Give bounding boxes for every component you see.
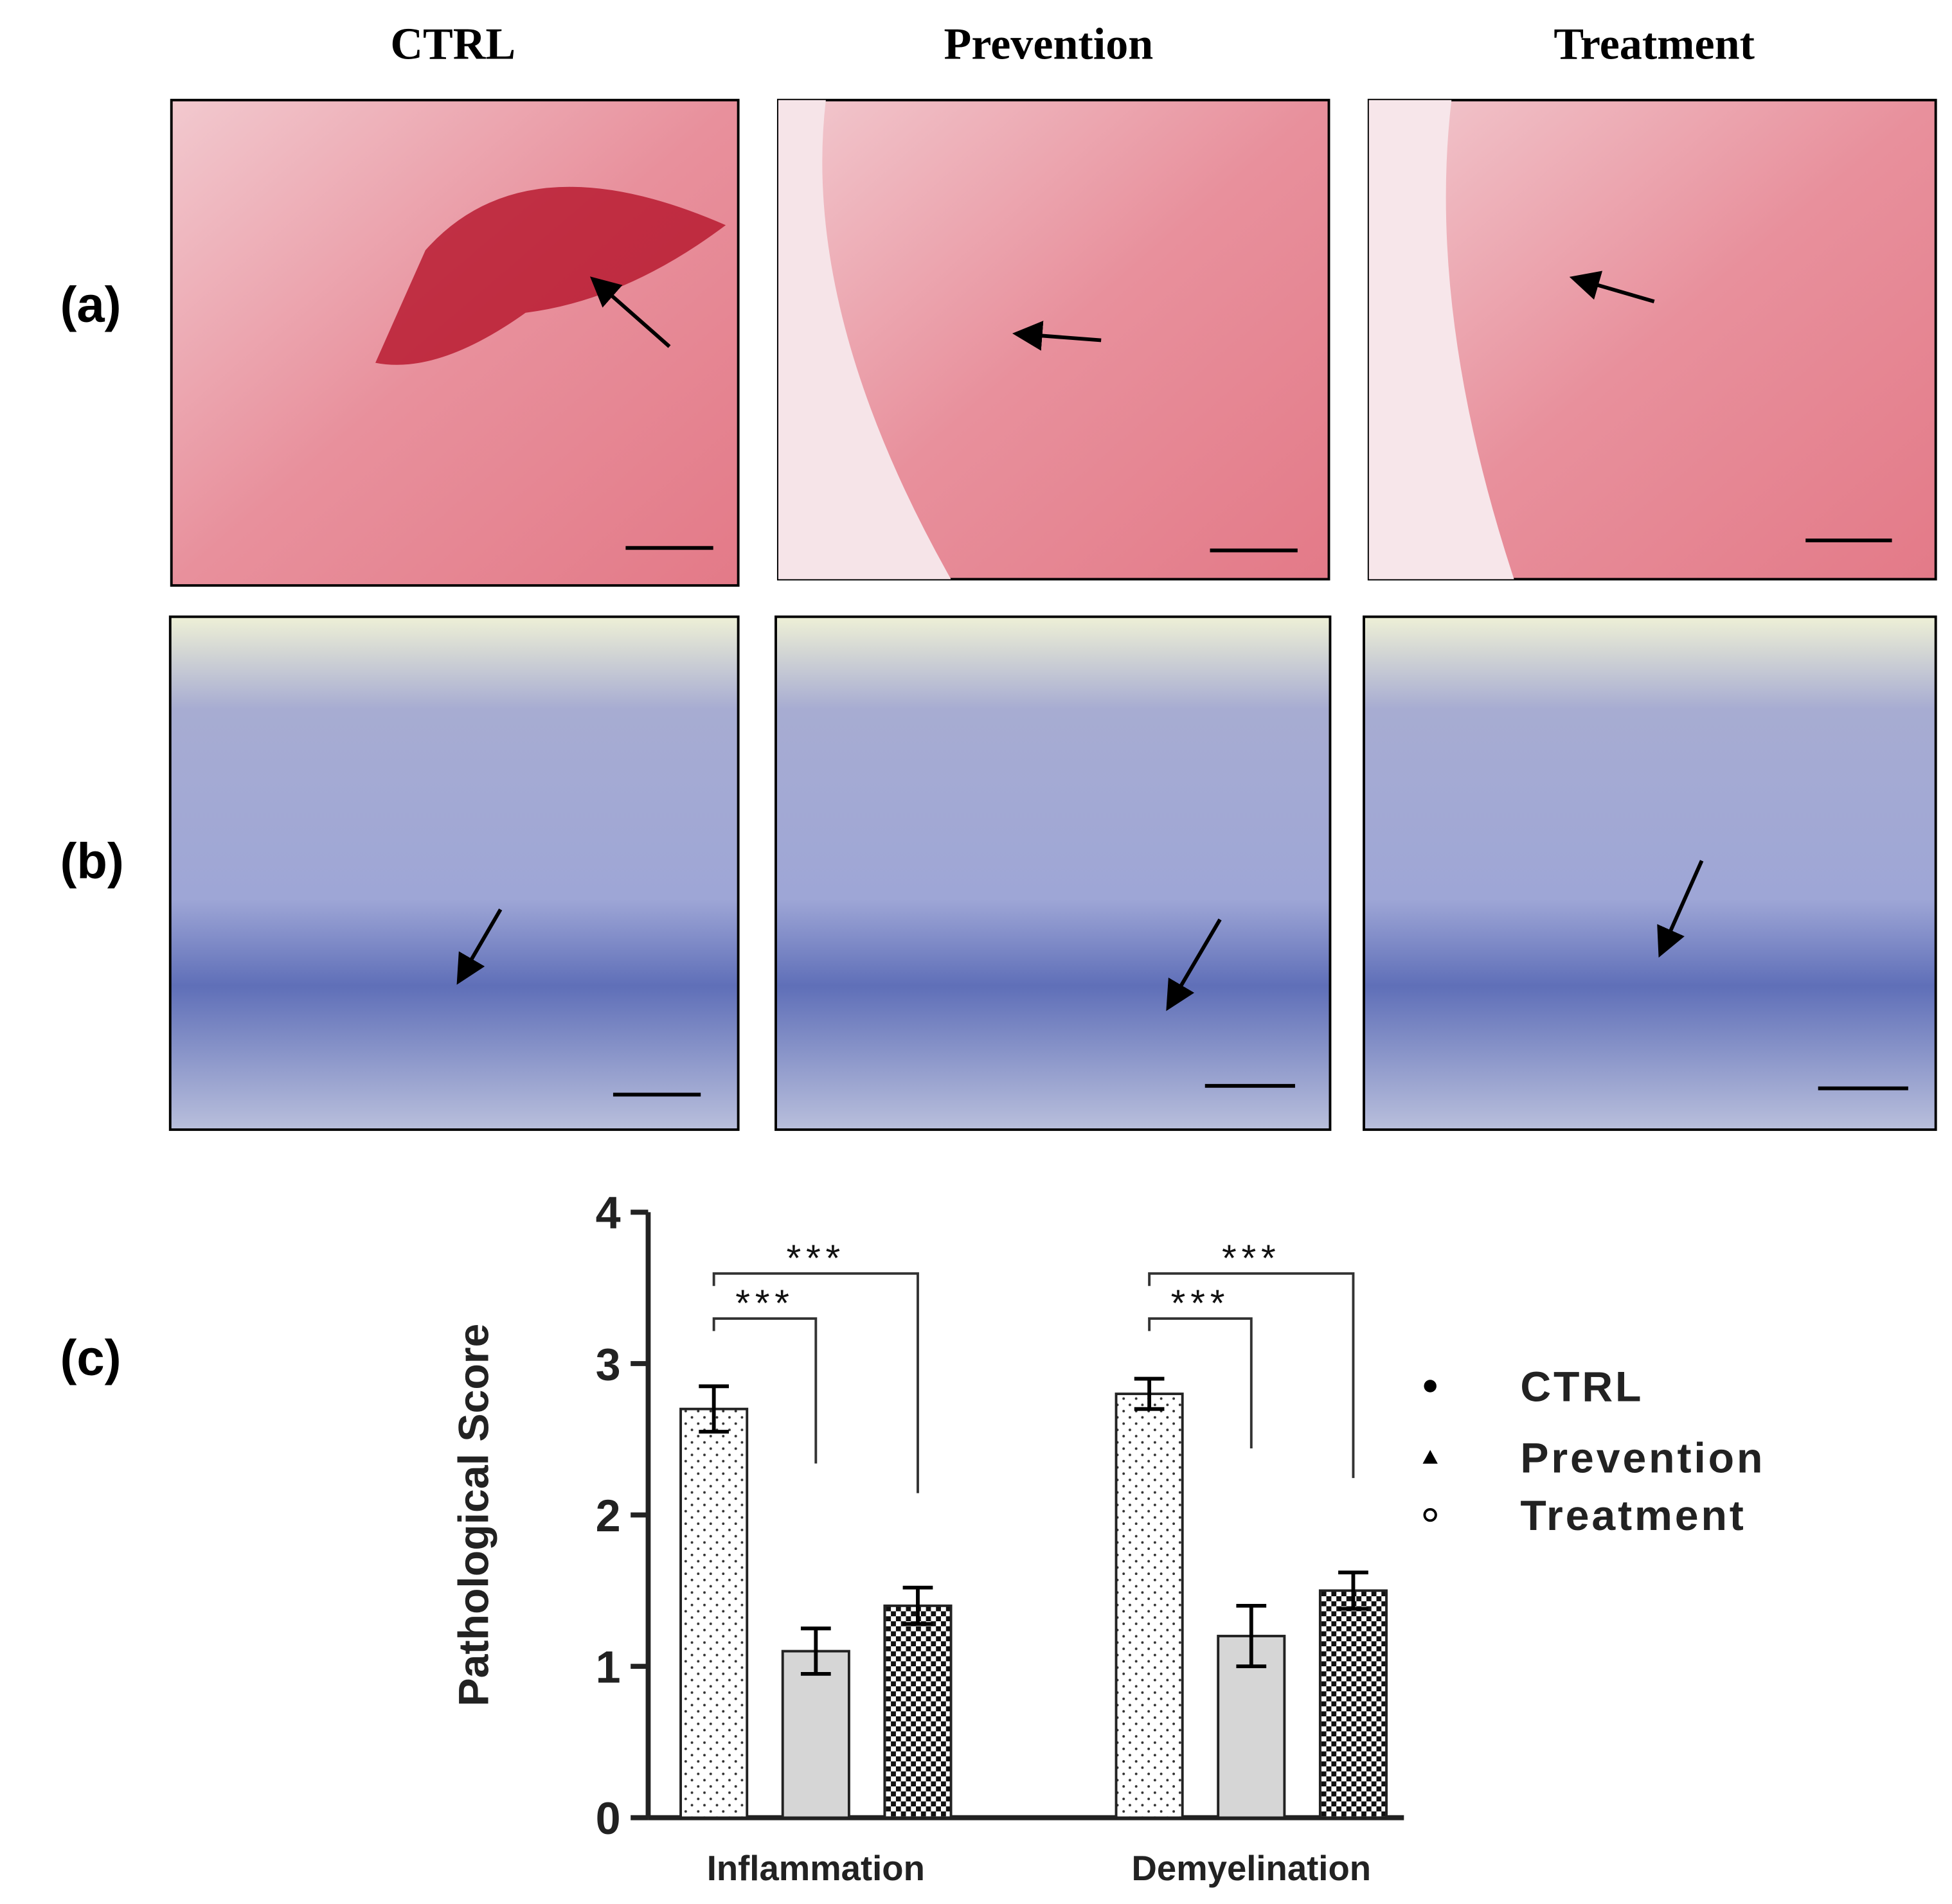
y-tick-label: 2	[596, 1491, 621, 1541]
legend-label: CTRL	[1520, 1363, 1643, 1410]
column-title: Prevention	[944, 19, 1154, 69]
bar	[883, 1604, 953, 1819]
micrograph	[168, 615, 740, 1131]
y-tick-label: 0	[596, 1793, 621, 1844]
scale-bars	[613, 538, 1908, 1097]
background-area	[1368, 100, 1514, 580]
column-title: Treatment	[1554, 19, 1755, 69]
y-tick-label: 4	[596, 1188, 621, 1238]
micrograph	[775, 615, 1332, 1131]
significance-bracket	[712, 1317, 818, 1464]
legend-label: Prevention	[1520, 1434, 1765, 1482]
legend-marker	[1424, 1380, 1437, 1392]
panel-label: (c)	[60, 1330, 121, 1386]
error-bar	[800, 1626, 831, 1676]
error-bar	[699, 1384, 730, 1434]
x-tick-label: Inflammation	[707, 1849, 925, 1888]
micrographs	[168, 98, 1937, 1131]
background-area	[778, 100, 951, 580]
error-bar	[1134, 1376, 1165, 1411]
legend-marker	[1422, 1450, 1438, 1464]
lesion	[375, 186, 726, 365]
significance-bracket	[1148, 1272, 1355, 1479]
error-bar	[1338, 1570, 1368, 1611]
error-bar	[1236, 1603, 1267, 1669]
y-tick-label: 1	[596, 1642, 621, 1692]
bar	[781, 1650, 850, 1819]
arrows	[456, 271, 1704, 1011]
error-bar	[902, 1585, 933, 1626]
significance-bracket	[1148, 1317, 1253, 1448]
column-title: CTRL	[390, 19, 515, 69]
bar	[679, 1407, 749, 1819]
panel-label: (b)	[60, 833, 123, 889]
significance-label: ***	[787, 1238, 846, 1279]
y-tick-label: 3	[596, 1339, 621, 1389]
significance-label: ***	[1171, 1283, 1230, 1324]
micrograph	[1363, 615, 1937, 1131]
y-axis-label: Pathological Score	[450, 1324, 497, 1707]
x-tick-label: Demyelination	[1132, 1849, 1372, 1888]
legend-marker	[1423, 1508, 1437, 1522]
panel-label: (a)	[60, 276, 121, 332]
significance-label: ***	[735, 1283, 794, 1324]
significance-label: ***	[1222, 1238, 1281, 1279]
significance-bracket	[712, 1272, 919, 1493]
bar	[1318, 1589, 1388, 1819]
bar	[1115, 1392, 1184, 1819]
legend-label: Treatment	[1520, 1492, 1746, 1540]
